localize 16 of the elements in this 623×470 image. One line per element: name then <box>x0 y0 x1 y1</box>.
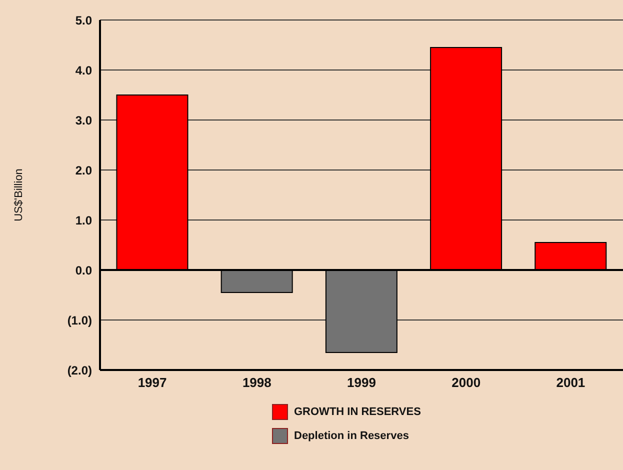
y-tick-label: 2.0 <box>75 163 92 178</box>
x-tick-label: 2001 <box>556 375 586 390</box>
y-tick-label: 4.0 <box>75 63 92 78</box>
x-tick-label: 1998 <box>242 375 272 390</box>
y-axis-title: US$'Billion <box>12 168 25 222</box>
x-tick-label: 2000 <box>452 375 481 390</box>
legend-label: GROWTH IN RESERVES <box>294 406 421 418</box>
x-tick-label: 1997 <box>138 375 167 390</box>
y-tick-label: (2.0) <box>67 363 92 378</box>
legend-label: Depletion in Reserves <box>294 430 409 442</box>
y-tick-label: 5.0 <box>75 13 92 28</box>
y-tick-label: 0.0 <box>75 263 92 278</box>
y-tick-label: 1.0 <box>75 213 92 228</box>
y-tick-label: 3.0 <box>75 113 92 128</box>
y-tick-label: (1.0) <box>67 313 92 328</box>
x-tick-label: 1999 <box>347 375 376 390</box>
